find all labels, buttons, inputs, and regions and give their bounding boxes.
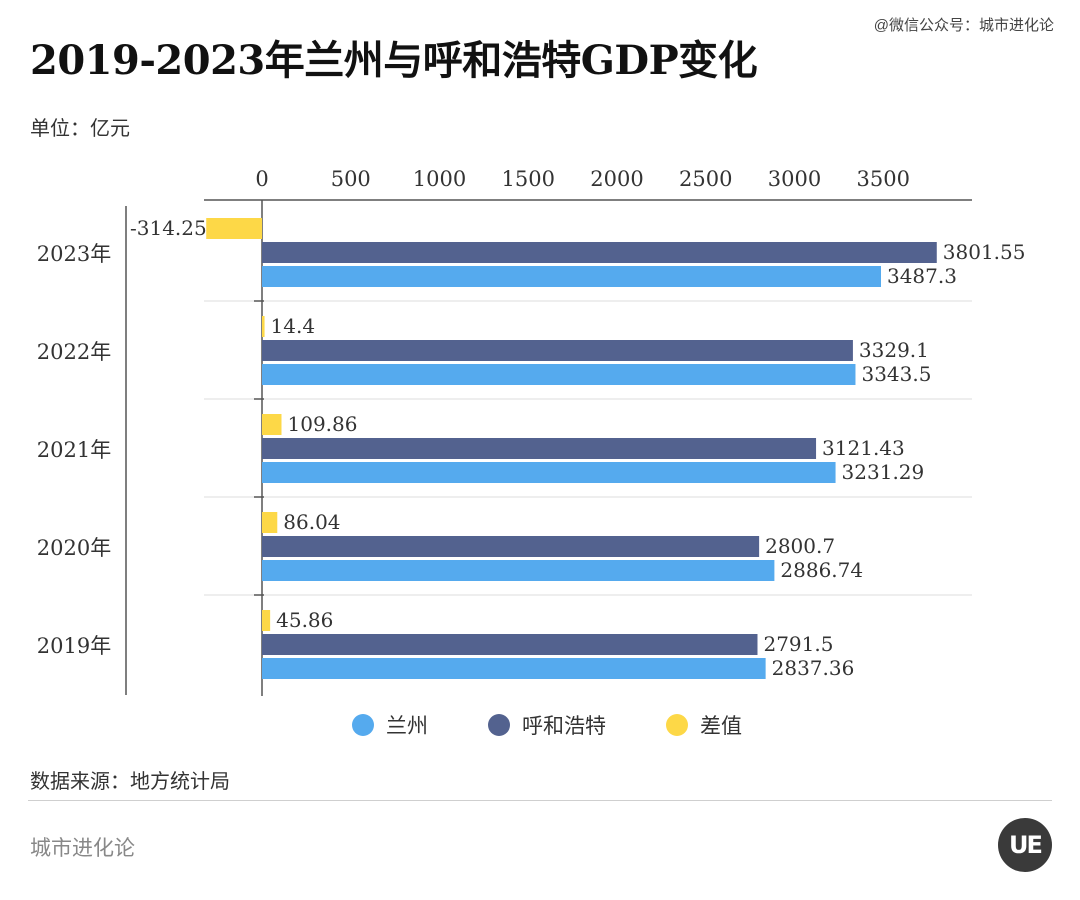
data-label: 3343.5 [861,362,931,386]
data-label: 3231.29 [842,460,925,484]
category-label: 2021年 [37,438,111,462]
legend-label-lanzhou: 兰州 [386,715,428,738]
category-label: 2022年 [37,340,111,364]
x-tick-label: 1500 [502,167,555,191]
data-label: 3121.43 [822,436,905,460]
bar-huhehaote [262,536,760,557]
bar-diff [262,512,278,533]
brand-logo: UE [998,818,1052,872]
legend-item-huhehaote: 呼和浩特 [488,710,606,740]
bar-huhehaote [262,438,817,459]
bar-lanzhou [262,560,775,581]
brand-name: 城市进化论 [30,837,135,860]
x-tick-label: 1000 [413,167,466,191]
data-label: -314.25 [130,216,207,240]
data-label: 3329.1 [859,338,929,362]
bar-chart: 0 500 1000 1500 2000 2500 3000 3500 2023年 -314.25… [37,167,1026,696]
x-tick-label: 2500 [679,167,732,191]
x-tick-label: 2000 [590,167,643,191]
chart-title: 2019-2023年兰州与呼和浩特GDP变化 [30,37,758,84]
legend-item-lanzhou: 兰州 [352,710,428,740]
legend-item-diff: 差值 [666,710,742,740]
legend-marker-huhehaote [488,714,510,736]
wechat-watermark: @微信公众号：城市进化论 [873,17,1054,34]
bar-lanzhou [262,364,856,385]
bar-lanzhou [262,266,881,287]
x-tick-label: 500 [331,167,371,191]
bar-diff [262,316,265,337]
legend-marker-diff [666,714,688,736]
data-label: 2791.5 [763,632,833,656]
legend: 兰州 呼和浩特 差值 [0,710,1080,740]
data-label: 86.04 [283,510,340,534]
data-label: 109.86 [288,412,358,436]
bar-huhehaote [262,340,853,361]
bar-diff [262,414,282,435]
bar-huhehaote [262,242,937,263]
legend-label-diff: 差值 [700,715,742,738]
unit-label: 单位：亿元 [30,118,130,140]
x-tick-label: 3000 [768,167,821,191]
data-source: 数据来源：地方统计局 [30,771,230,793]
data-label: 2886.74 [780,558,863,582]
category-label: 2019年 [37,634,111,658]
bar-lanzhou [262,462,836,483]
category-label: 2023年 [37,242,111,266]
data-label: 3487.3 [887,264,957,288]
data-label: 14.4 [271,314,316,338]
x-tick-label: 3500 [857,167,910,191]
data-label: 45.86 [276,608,333,632]
bar-diff [262,610,271,631]
data-label: 2837.36 [772,656,855,680]
x-tick-label: 0 [255,167,268,191]
data-label: 3801.55 [943,240,1026,264]
bar-lanzhou [262,658,766,679]
footer-divider [28,800,1052,801]
category-label: 2020年 [37,536,111,560]
legend-marker-lanzhou [352,714,374,736]
bar-huhehaote [262,634,758,655]
legend-label-huhehaote: 呼和浩特 [522,715,606,738]
data-label: 2800.7 [765,534,835,558]
bar-diff [206,218,262,239]
